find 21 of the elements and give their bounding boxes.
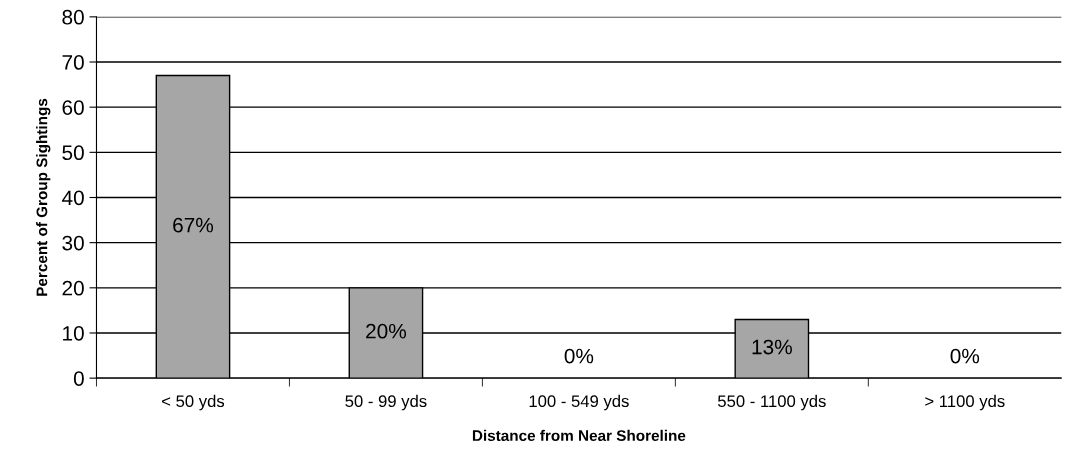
y-tick-label: 80 <box>62 9 84 25</box>
y-tick-label: 20 <box>62 280 84 296</box>
data-label: 20% <box>366 323 407 339</box>
y-tick-label: 70 <box>62 55 84 70</box>
x-tick-label: 50 - 99 yds <box>345 394 427 411</box>
y-tick-label: 50 <box>62 145 84 161</box>
y-tick-label: 30 <box>62 235 84 251</box>
x-tick-label: < 50 yds <box>162 394 225 411</box>
y-tick-label: 10 <box>63 325 84 341</box>
x-tick-label: > 1100 yds <box>925 394 1005 411</box>
data-label: 0% <box>564 348 594 364</box>
data-label: 13% <box>752 339 792 355</box>
x-tick-label: 550 - 1100 yds <box>717 394 826 411</box>
x-axis-title: Distance from Near Shoreline <box>472 429 686 442</box>
y-tick-label: 60 <box>62 100 84 115</box>
data-label: 0% <box>950 348 980 364</box>
y-tick-label: 0 <box>73 371 84 386</box>
x-tick-label: 100 - 549 yds <box>529 394 629 411</box>
data-label: 67% <box>173 217 214 233</box>
y-tick-label: 40 <box>61 190 84 206</box>
y-axis-title: Percent of Group Sightings <box>36 98 51 296</box>
